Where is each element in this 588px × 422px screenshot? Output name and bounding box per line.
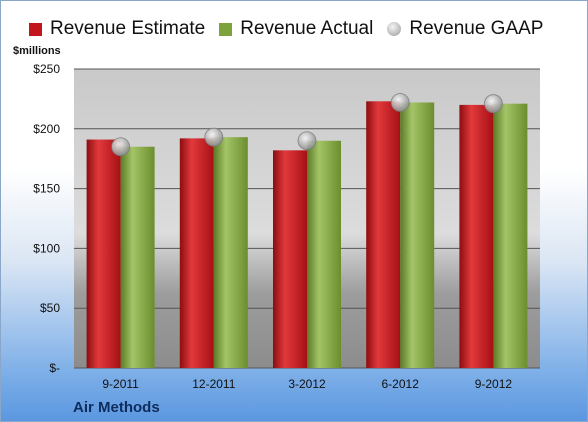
company-name: Air Methods <box>73 399 160 416</box>
y-tick-label: $250 <box>33 62 60 76</box>
x-tick-label: 9-2012 <box>475 377 513 391</box>
bar-revenue-estimate <box>273 150 307 368</box>
bar-revenue-estimate <box>179 138 214 368</box>
bar-revenue-actual <box>493 103 528 369</box>
x-tick-label: 9-2011 <box>102 377 139 391</box>
x-tick-label: 3-2012 <box>288 377 326 391</box>
x-tick-label: 6-2012 <box>382 377 420 391</box>
y-tick-label: $100 <box>33 241 60 255</box>
marker-revenue-gaap <box>297 131 317 151</box>
marker-revenue-gaap <box>204 127 224 147</box>
bar-revenue-estimate <box>366 101 401 369</box>
marker-revenue-gaap <box>111 137 130 157</box>
legend-item-revenue-gaap: Revenue GAAP <box>387 18 543 40</box>
bar-revenue-actual <box>120 146 155 368</box>
marker-revenue-gaap <box>483 94 503 114</box>
gaap-markers-group <box>111 93 503 157</box>
bars-group <box>86 101 528 369</box>
legend-label-revenue-actual: Revenue Actual <box>240 18 374 39</box>
legend-label-revenue-estimate: Revenue Estimate <box>50 18 206 39</box>
y-axis-ticks: $- $50 $100 $150 $200 $250 <box>33 62 60 375</box>
legend-label-revenue-gaap: Revenue GAAP <box>409 18 544 39</box>
marker-revenue-gaap <box>390 93 410 112</box>
bar-revenue-actual <box>400 102 435 368</box>
legend-swatch-revenue-gaap <box>387 22 402 36</box>
x-tick-label: 12-2011 <box>192 377 235 391</box>
y-axis-unit-label: $millions <box>13 45 61 57</box>
y-tick-label: $- <box>49 361 60 375</box>
bar-revenue-actual <box>307 140 341 368</box>
bar-revenue-estimate <box>459 104 494 368</box>
bar-revenue-estimate <box>86 139 121 368</box>
legend-swatch-revenue-actual <box>219 22 233 36</box>
y-tick-label: $50 <box>40 301 60 315</box>
legend-item-revenue-actual: Revenue Actual <box>219 18 373 40</box>
x-axis-ticks: 9-2011 12-2011 3-2012 6-2012 9-2012 <box>102 377 512 391</box>
legend-item-revenue-estimate: Revenue Estimate <box>29 18 205 40</box>
chart-legend: Revenue Estimate Revenue Actual Revenue … <box>29 17 557 41</box>
y-tick-label: $150 <box>33 182 60 196</box>
legend-swatch-revenue-estimate <box>29 22 42 36</box>
bar-revenue-actual <box>213 137 248 368</box>
y-tick-label: $200 <box>33 122 60 136</box>
